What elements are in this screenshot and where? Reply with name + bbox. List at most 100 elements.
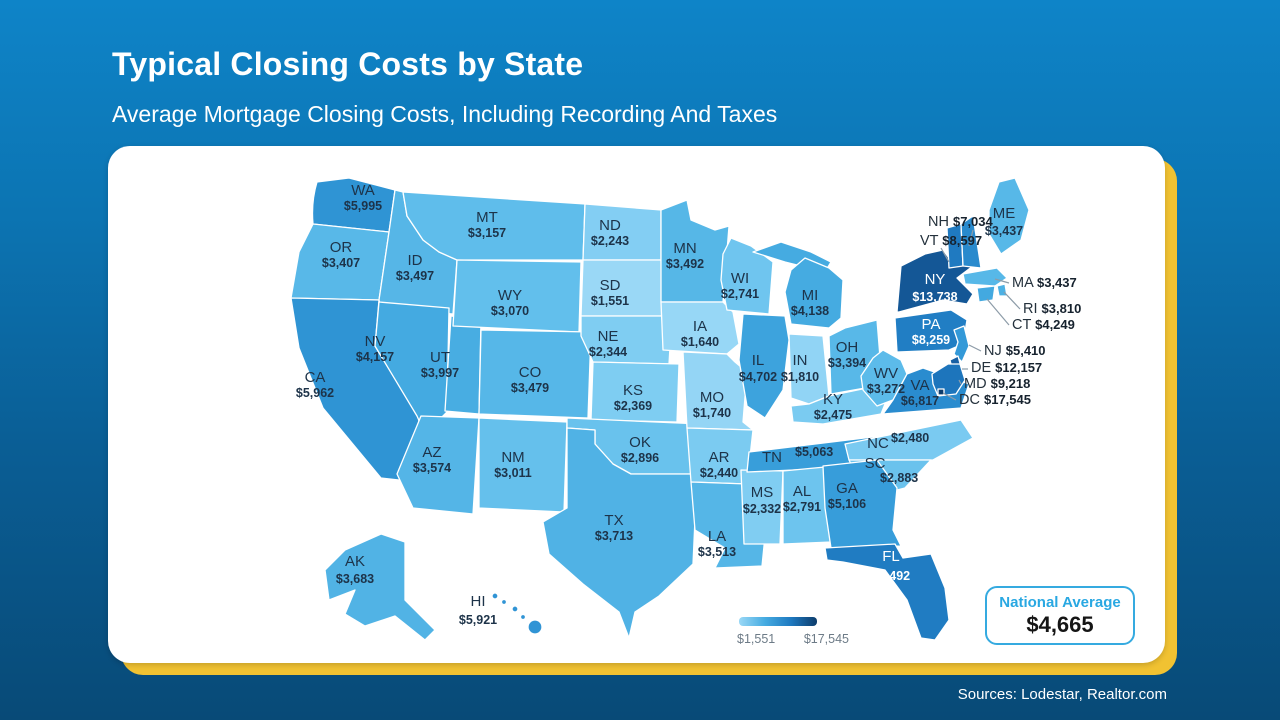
state-label: $2,741 [721, 287, 759, 301]
state-label: $3,479 [511, 381, 549, 395]
page-title: Typical Closing Costs by State [112, 46, 584, 82]
state-label: $3,574 [413, 461, 451, 475]
us-choropleth-map: WA$5,995 OR$3,407 CA$5,962 ID$3,497 NV$4,157… [290, 177, 1081, 641]
state-label: CA [305, 369, 326, 386]
state-callout-label-NJ: NJ $5,410 [984, 343, 1046, 359]
state-GA-shape [822, 459, 902, 549]
state-label: NM [501, 449, 524, 466]
state-label: ID [408, 252, 423, 269]
state-label: $2,440 [700, 466, 738, 480]
state-label: IA [693, 318, 707, 335]
state-FL-shape [824, 543, 950, 641]
map-legend: $1,551 $17,545 [737, 617, 867, 646]
state-callout-label-CT: CT $4,249 [1012, 317, 1075, 333]
state-label: IL [752, 352, 765, 369]
state-label: MT [476, 209, 498, 226]
state-label: OR [330, 239, 353, 256]
state-label: $2,480 [891, 431, 929, 445]
state-NJ-shape [953, 325, 970, 363]
state-label: KS [623, 382, 643, 399]
state-label: $3,011 [494, 466, 532, 480]
state-label: NE [598, 328, 619, 345]
state-label: TN [762, 449, 782, 466]
state-label: MO [700, 389, 724, 406]
state-label: GA [836, 480, 858, 497]
state-label: OK [629, 434, 651, 451]
state-label: $1,640 [681, 335, 719, 349]
state-label: $1,810 [781, 370, 819, 384]
state-UT-shape [444, 315, 482, 415]
state-label: $2,883 [880, 471, 918, 485]
state-label: $3,157 [468, 226, 506, 240]
state-callout-label-DC: DC $17,545 [959, 392, 1031, 408]
state-callout-label-VT: VT $8,597 [920, 233, 982, 249]
state-CO-shape [478, 329, 592, 419]
state-label: MS [751, 484, 774, 501]
state-label: $6,817 [901, 394, 939, 408]
state-MA-shape [962, 267, 1008, 287]
state-label: $3,513 [698, 545, 736, 559]
state-label: $3,713 [595, 529, 633, 543]
state-ND-shape [582, 203, 662, 261]
state-label: SC [865, 455, 886, 472]
state-label: $3,272 [867, 382, 905, 396]
state-AK-shape [324, 533, 436, 641]
legend-min-label: $1,551 [737, 632, 776, 646]
state-label: MI [802, 287, 819, 304]
state-label: $2,896 [621, 451, 659, 465]
state-label: $4,138 [791, 304, 829, 318]
state-label: LA [708, 528, 726, 545]
state-label: PA [922, 316, 941, 333]
page-subtitle: Average Mortgage Closing Costs, Includin… [112, 101, 778, 127]
legend-gradient-bar [739, 617, 817, 626]
state-label: $2,344 [589, 345, 627, 359]
state-label: $2,791 [783, 500, 821, 514]
state-label: $2,332 [743, 502, 781, 516]
legend-max-label: $17,545 [803, 632, 849, 646]
state-label: $3,070 [491, 304, 529, 318]
state-KS-shape [590, 361, 680, 423]
state-label: $3,492 [666, 257, 704, 271]
state-label: $3,437 [985, 224, 1023, 238]
state-NH-shape [960, 215, 982, 269]
state-label: WV [874, 365, 898, 382]
state-WI-shape [720, 237, 774, 315]
state-TX-shape [542, 427, 698, 639]
state-MD-shape [931, 363, 966, 397]
state-label: $8,492 [872, 569, 910, 583]
national-average-card: National Average $4,665 [985, 586, 1135, 645]
state-label: HI [471, 593, 486, 610]
state-label: $2,475 [814, 408, 852, 422]
state-label: $5,995 [344, 199, 382, 213]
state-label: MN [673, 240, 696, 257]
state-label: UT [430, 349, 450, 366]
state-label: VA [911, 377, 930, 394]
state-callout-label-RI: RI $3,810 [1023, 301, 1081, 317]
state-label: KY [823, 391, 843, 408]
state-label: NC [867, 435, 889, 452]
state-label: $8,259 [912, 333, 950, 347]
state-label: $2,369 [614, 399, 652, 413]
state-label: TX [604, 512, 623, 529]
state-label: WA [351, 182, 375, 199]
state-label: AR [709, 449, 730, 466]
state-MI-shape [784, 257, 844, 329]
state-label: $3,997 [421, 366, 459, 380]
state-label: WI [731, 270, 749, 287]
state-label: $3,683 [336, 572, 374, 586]
state-label: NY [925, 271, 946, 288]
state-label: OH [836, 339, 859, 356]
state-label: $5,921 [459, 613, 497, 627]
map-card: WA $5,995 OR $3,407 CA $5,962 ID $3,497 NV $4,157… [108, 146, 1165, 663]
state-label: $3,497 [396, 269, 434, 283]
state-label: SD [600, 277, 621, 294]
state-label: CO [519, 364, 542, 381]
state-IL-shape [738, 313, 790, 419]
state-label: AK [345, 553, 365, 570]
state-CT-shape [976, 285, 996, 303]
state-label: $2,243 [591, 234, 629, 248]
sources-credit: Sources: Lodestar, Realtor.com [957, 686, 1167, 703]
state-label: $5,962 [296, 386, 334, 400]
state-label: ME [993, 205, 1016, 222]
